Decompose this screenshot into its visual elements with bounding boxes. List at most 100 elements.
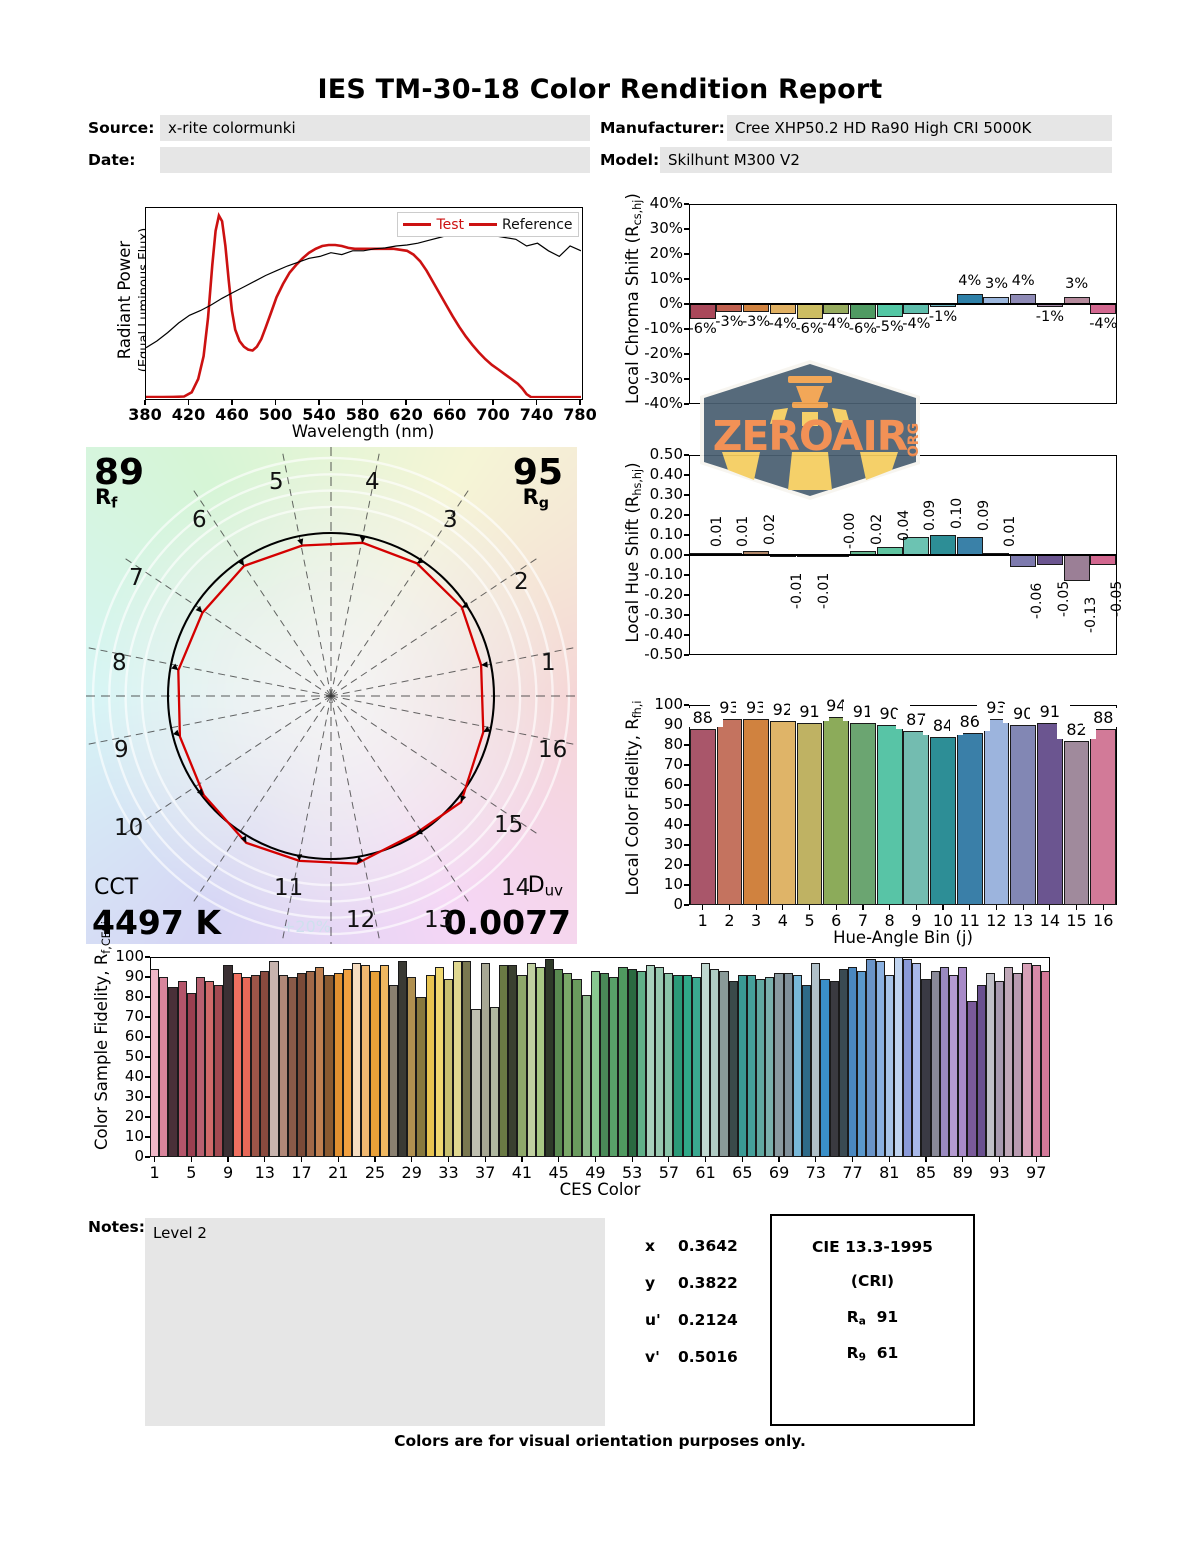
xtick-mark xyxy=(888,1157,890,1162)
rf-label-sub: f xyxy=(111,495,118,512)
csf-bar-55 xyxy=(645,965,656,1157)
cvg-spoke-10 xyxy=(192,695,332,903)
zeroair-org-suffix: ORG xyxy=(906,423,922,457)
ytick-mark xyxy=(145,956,150,958)
csf-bar-74 xyxy=(820,979,830,1157)
local-color-fidelity-bar-6 xyxy=(823,717,850,905)
source-label: Source: xyxy=(88,119,155,137)
csf-bar-92 xyxy=(985,973,995,1157)
model-value[interactable]: Skilhunt M300 V2 xyxy=(660,147,1112,173)
local-color-fidelity-xtick-4: 4 xyxy=(777,911,788,930)
csf-xtick-73: 73 xyxy=(805,1163,826,1182)
ytick-mark xyxy=(145,1136,150,1138)
local-chroma-shift-bar-label-3: -3% xyxy=(741,313,771,330)
xtick-mark xyxy=(925,1157,927,1162)
xtick-mark xyxy=(835,905,837,910)
csf-bar-5 xyxy=(186,993,196,1157)
csf-bar-66 xyxy=(746,975,757,1157)
cvg-spoke-6 xyxy=(124,557,332,697)
spd-xtick-mark xyxy=(448,400,451,405)
cvg-arrow-4 xyxy=(359,536,366,543)
ytick-mark xyxy=(684,744,689,746)
csf-xtick-37: 37 xyxy=(475,1163,496,1182)
csf-bar-15 xyxy=(278,975,288,1157)
csf-bar-7 xyxy=(205,981,215,1157)
cct-value: 4497 K xyxy=(92,903,221,942)
csf-ytick-90: 90 xyxy=(124,967,144,985)
cvg-bin-label-7: 7 xyxy=(129,565,144,591)
csf-bar-30 xyxy=(416,997,426,1157)
cri-standard: CIE 13.3-1995 xyxy=(812,1238,933,1256)
local-hue-shift-bar-14 xyxy=(1036,555,1063,565)
csf-bar-95 xyxy=(1013,973,1023,1157)
xtick-mark xyxy=(815,1157,817,1162)
manufacturer-value[interactable]: Cree XHP50.2 HD Ra90 High CRI 5000K xyxy=(727,115,1112,141)
csf-bar-24 xyxy=(361,965,371,1157)
local-chroma-shift-bar-label-8: -5% xyxy=(875,318,904,335)
rf-value: 89 xyxy=(94,452,145,493)
spd-xtick-mark xyxy=(535,400,538,405)
spd-xtick-380: 380 xyxy=(128,405,162,424)
csf-ytick-0: 0 xyxy=(134,1147,144,1165)
xtick-mark xyxy=(374,1157,376,1162)
ytick-mark xyxy=(684,474,689,476)
ytick-mark xyxy=(145,996,150,998)
local-hue-shift-bar-11 xyxy=(956,537,983,555)
cvg-spoke-15 xyxy=(330,695,575,745)
csf-bar-37 xyxy=(480,963,490,1157)
csf-bar-9 xyxy=(223,965,233,1157)
ytick-mark xyxy=(684,403,689,405)
cvg-arrow-6 xyxy=(237,558,245,566)
local-hue-shift-bar-label-2: 0.01 xyxy=(735,515,752,547)
notes-value[interactable]: Level 2 xyxy=(145,1218,605,1426)
legend-line-reference xyxy=(469,223,498,226)
csf-xtick-5: 5 xyxy=(186,1163,197,1182)
source-value[interactable]: x-rite colormunki xyxy=(160,115,590,141)
csf-bar-42 xyxy=(526,963,536,1157)
manufacturer-label: Manufacturer: xyxy=(600,119,725,137)
cie-key-x: x xyxy=(645,1237,655,1255)
ytick-mark xyxy=(684,454,689,456)
cvg-reference-circle xyxy=(166,531,496,861)
csf-bar-20 xyxy=(324,975,334,1157)
csf-bar-32 xyxy=(434,967,444,1157)
csf-xtick-41: 41 xyxy=(511,1163,533,1182)
local-color-fidelity-xtick-7: 7 xyxy=(857,911,869,930)
xtick-mark xyxy=(862,905,864,910)
csf-bar-38 xyxy=(489,1007,499,1157)
date-value[interactable] xyxy=(160,147,590,173)
cvg-spoke-4 xyxy=(282,452,332,697)
xtick-mark xyxy=(521,1157,523,1162)
csf-bar-18 xyxy=(306,971,316,1157)
local-color-fidelity-bar-9 xyxy=(903,731,930,905)
cvg-bin-label-16: 16 xyxy=(538,737,568,763)
ytick-mark xyxy=(145,1156,150,1158)
local-color-fidelity-bar-7 xyxy=(850,723,876,905)
csf-ytick-60: 60 xyxy=(124,1027,144,1045)
ytick-mark xyxy=(145,1016,150,1018)
local-chroma-shift-bar-label-4: -4% xyxy=(768,316,797,332)
local-chroma-shift-ytick--30%: -30% xyxy=(644,369,683,387)
ytick-mark xyxy=(145,1076,150,1078)
csf-bar-86 xyxy=(930,971,940,1157)
cvg-spoke-13 xyxy=(330,695,470,903)
csf-xtick-65: 65 xyxy=(732,1163,753,1182)
local-color-fidelity-xtick-16: 16 xyxy=(1093,911,1114,930)
csf-bar-31 xyxy=(425,975,435,1157)
csf-bar-22 xyxy=(342,969,353,1157)
rg-label: Rg xyxy=(523,485,549,512)
cie-value-y: 0.3822 xyxy=(678,1274,738,1292)
xtick-mark xyxy=(227,1157,229,1162)
ytick-mark xyxy=(684,844,689,846)
csf-xtick-33: 33 xyxy=(438,1163,459,1182)
ytick-mark xyxy=(684,203,689,205)
csf-bar-77 xyxy=(847,967,858,1157)
csf-ytick-10: 10 xyxy=(124,1127,144,1145)
ytick-mark xyxy=(684,634,689,636)
notes-label: Notes: xyxy=(88,1218,145,1236)
ytick-mark xyxy=(145,1036,150,1038)
cvg-arrow-1 xyxy=(481,661,488,668)
cvg-arrow-11 xyxy=(240,835,247,843)
local-chroma-shift-bar-label-13: 4% xyxy=(1011,273,1035,289)
